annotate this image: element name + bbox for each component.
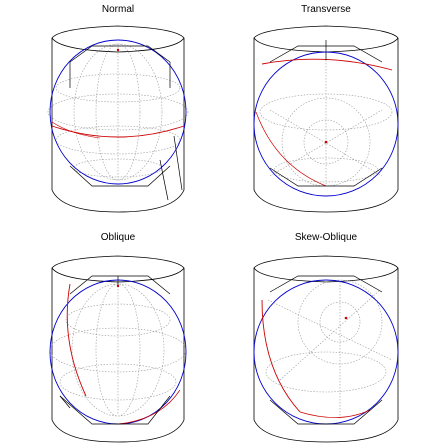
cylinder — [253, 25, 399, 213]
center-point — [324, 140, 328, 144]
tangent-line — [51, 125, 185, 138]
panel-title-skew-oblique: Skew-Oblique — [295, 232, 358, 243]
panel-oblique: Oblique — [49, 232, 187, 443]
graticule — [47, 43, 189, 181]
tangent-line — [261, 299, 301, 413]
cylinder — [253, 255, 399, 443]
cylinder — [51, 255, 185, 443]
panel-title-normal: Normal — [102, 4, 134, 15]
panel-title-oblique: Oblique — [101, 232, 136, 243]
globe-outline — [253, 279, 399, 425]
panel-skew-oblique: Skew-Oblique — [253, 232, 399, 443]
front-panel — [269, 275, 383, 425]
front-panel — [269, 40, 383, 187]
front-panel — [59, 275, 171, 425]
tangent-line — [261, 58, 393, 71]
globe-outline — [49, 39, 187, 185]
center-point — [116, 48, 120, 52]
center-point — [344, 316, 348, 320]
front-panel — [69, 45, 183, 201]
cylinder — [51, 25, 185, 213]
panel-transverse: Transverse — [253, 4, 399, 213]
panel-title-transverse: Transverse — [301, 4, 351, 15]
tangent-line — [66, 283, 87, 397]
center-point — [116, 284, 120, 288]
graticule — [265, 279, 393, 420]
graticule — [259, 60, 393, 187]
panel-normal: Normal — [47, 4, 189, 213]
